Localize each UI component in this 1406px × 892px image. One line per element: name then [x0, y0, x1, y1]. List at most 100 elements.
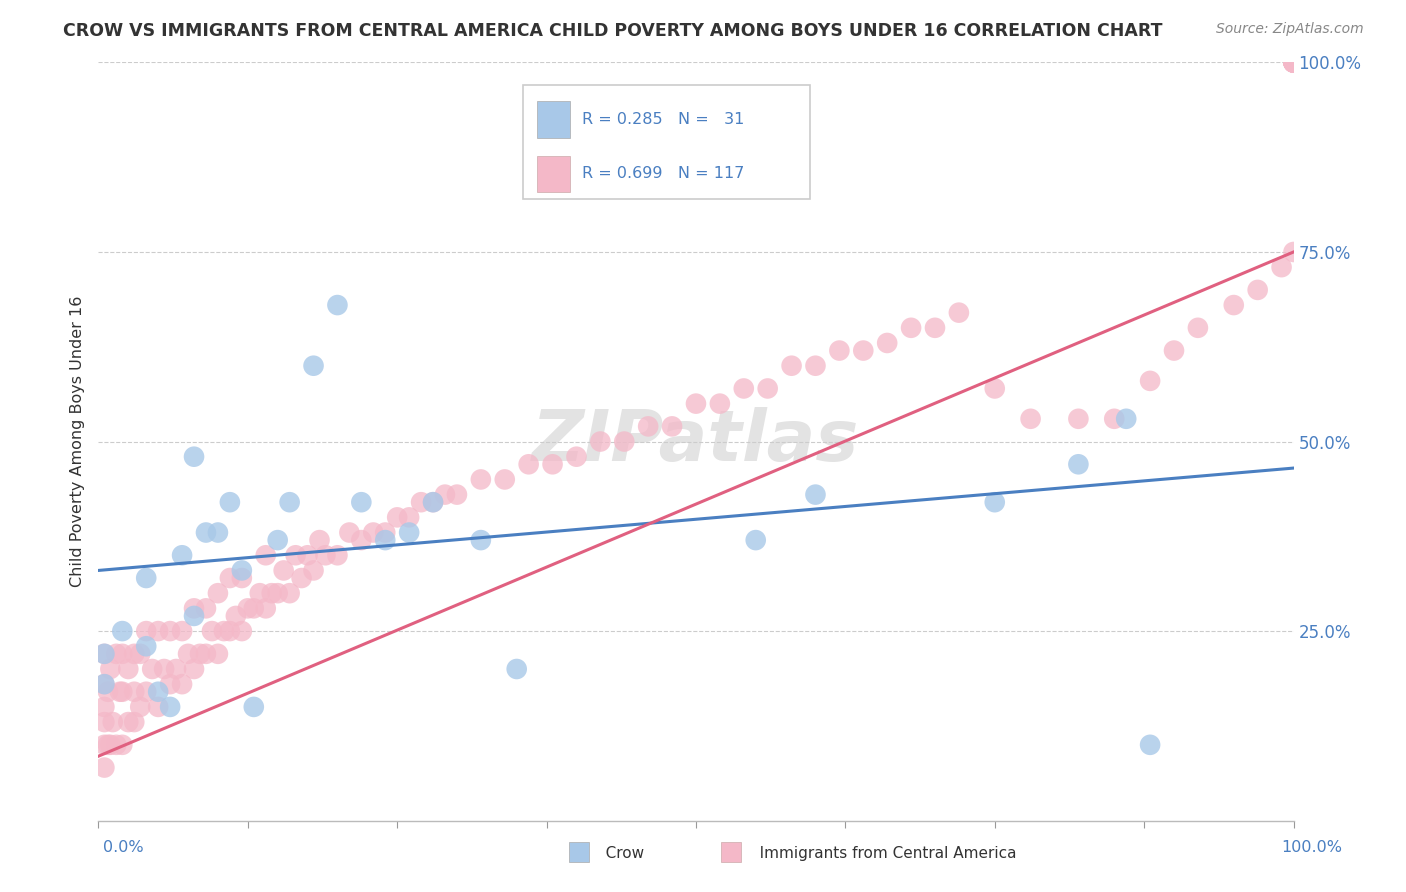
Point	[195, 525, 218, 540]
Point	[852, 343, 875, 358]
Point	[201, 624, 224, 639]
Point	[135, 639, 157, 653]
Point	[98, 738, 122, 752]
Y-axis label: Child Poverty Among Boys Under 16: Child Poverty Among Boys Under 16	[69, 296, 84, 587]
Text: R = 0.285   N =   31: R = 0.285 N = 31	[582, 112, 745, 127]
Point	[212, 624, 235, 639]
Point	[284, 548, 307, 563]
Point	[350, 533, 373, 548]
Point	[93, 677, 115, 691]
Point	[249, 586, 271, 600]
Point	[101, 715, 124, 730]
Text: Immigrants from Central America: Immigrants from Central America	[745, 847, 1017, 861]
Point	[1019, 412, 1042, 426]
Point	[326, 298, 349, 312]
Point	[148, 624, 170, 639]
Point	[398, 510, 420, 524]
Bar	[569, 842, 589, 862]
Point	[183, 662, 205, 676]
Point	[1282, 55, 1305, 70]
Point	[93, 760, 115, 774]
Point	[231, 564, 253, 578]
Point	[350, 495, 373, 509]
Text: Source: ZipAtlas.com: Source: ZipAtlas.com	[1216, 22, 1364, 37]
Point	[254, 601, 277, 615]
Point	[876, 335, 898, 350]
Point	[685, 396, 707, 410]
Point	[565, 450, 588, 464]
Point	[291, 571, 314, 585]
Text: CROW VS IMMIGRANTS FROM CENTRAL AMERICA CHILD POVERTY AMONG BOYS UNDER 16 CORREL: CROW VS IMMIGRANTS FROM CENTRAL AMERICA …	[63, 22, 1163, 40]
Point	[93, 699, 115, 714]
Point	[733, 382, 755, 396]
Point	[1163, 343, 1185, 358]
Point	[434, 487, 457, 501]
Point	[302, 359, 325, 373]
Point	[93, 647, 115, 661]
Point	[135, 624, 157, 639]
Text: 0.0%: 0.0%	[103, 840, 143, 855]
Point	[111, 738, 134, 752]
Point	[105, 647, 128, 661]
Point	[422, 495, 444, 509]
Point	[129, 699, 152, 714]
Point	[506, 662, 529, 676]
Point	[308, 533, 330, 548]
Point	[1067, 412, 1090, 426]
Point	[1282, 55, 1305, 70]
Point	[183, 608, 205, 623]
Point	[93, 677, 115, 691]
Point	[446, 487, 468, 501]
Point	[374, 525, 396, 540]
Point	[93, 715, 115, 730]
Point	[172, 624, 194, 639]
Point	[984, 382, 1007, 396]
Point	[470, 533, 492, 548]
Point	[411, 495, 433, 509]
Point	[172, 548, 194, 563]
Point	[278, 586, 301, 600]
Point	[188, 647, 211, 661]
Point	[745, 533, 768, 548]
Point	[1282, 55, 1305, 70]
Point	[195, 601, 218, 615]
Point	[153, 662, 176, 676]
Point	[124, 647, 146, 661]
Point	[1282, 55, 1305, 70]
Point	[709, 396, 731, 410]
Point	[363, 525, 385, 540]
Point	[374, 533, 396, 548]
Point	[267, 533, 290, 548]
Point	[804, 487, 827, 501]
Point	[1282, 55, 1305, 70]
Point	[117, 662, 139, 676]
Point	[1282, 244, 1305, 259]
Point	[1247, 283, 1270, 297]
Point	[135, 571, 157, 585]
Point	[1187, 320, 1209, 334]
Point	[254, 548, 277, 563]
Point	[165, 662, 187, 676]
Point	[302, 564, 325, 578]
Point	[541, 458, 564, 472]
Point	[1282, 55, 1305, 70]
Point	[141, 662, 163, 676]
Point	[661, 419, 683, 434]
Point	[1271, 260, 1294, 275]
Point	[159, 677, 181, 691]
Point	[637, 419, 659, 434]
Point	[589, 434, 612, 449]
Point	[1282, 55, 1305, 70]
Point	[207, 647, 229, 661]
Point	[159, 624, 181, 639]
Point	[183, 601, 205, 615]
Point	[1282, 55, 1305, 70]
Text: Crow: Crow	[591, 847, 644, 861]
Point	[177, 647, 200, 661]
Point	[219, 571, 242, 585]
Point	[159, 699, 181, 714]
Point	[97, 685, 120, 699]
Point	[780, 359, 803, 373]
Point	[260, 586, 283, 600]
Point	[398, 525, 420, 540]
